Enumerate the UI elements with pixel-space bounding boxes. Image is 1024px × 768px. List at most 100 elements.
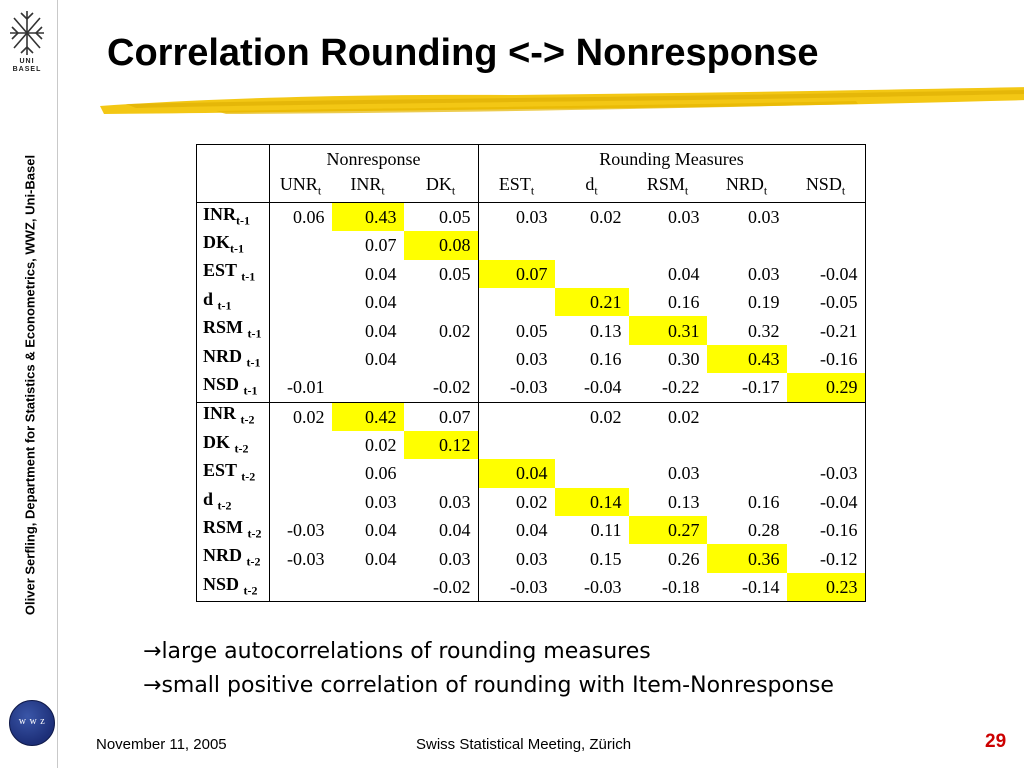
table-cell: 0.43 <box>706 344 787 374</box>
table-cell: 0.03 <box>748 263 780 284</box>
table-cell <box>269 231 332 259</box>
row-label-name: d <box>203 488 214 509</box>
table-cell: 0.08 <box>403 231 478 260</box>
bullet-item: →small positive correlation of rounding … <box>143 669 834 703</box>
table-cell: -0.03 <box>477 572 555 602</box>
table-cell: 0.04 <box>365 263 397 284</box>
table-row: NRD t-1 0.04 0.03 0.16 0.30 0.43 -0.16 <box>196 344 866 374</box>
row-label-subscript: t-1 <box>247 326 262 341</box>
credit-text: Oliver Serfling, Department for Statisti… <box>22 154 38 616</box>
table-cell: 0.03 <box>748 206 780 227</box>
table-cell: -0.04 <box>820 263 858 284</box>
column-header: NRDt <box>706 173 787 203</box>
correlation-table: Nonresponse Rounding Measures UNRt INRt DK… <box>196 144 866 603</box>
page-number: 29 <box>985 731 1007 752</box>
table-cell: 0.27 <box>628 516 707 545</box>
table-cell: 0.16 <box>668 292 700 313</box>
table-cell: 0.07 <box>477 259 555 288</box>
table-cell: 0.03 <box>477 202 555 232</box>
column-header-subscript: t <box>451 183 456 198</box>
table-cell <box>555 260 629 288</box>
table-cell <box>555 431 629 459</box>
table-cell: 0.03 <box>668 463 700 484</box>
table-cell: -0.21 <box>820 320 858 341</box>
table-cell: 0.03 <box>365 491 397 512</box>
table-cell: 0.02 <box>269 401 332 431</box>
table-cell <box>707 231 787 259</box>
table-cell: 0.36 <box>706 544 787 573</box>
table-cell: -0.16 <box>820 520 858 541</box>
row-label: INR t-2 <box>196 401 270 431</box>
table-cell: -0.01 <box>287 377 325 398</box>
table-cell: 0.04 <box>365 292 397 313</box>
uni-basel-logo: UNI BASEL <box>6 8 48 84</box>
table-cell: 0.03 <box>668 206 700 227</box>
table-cell: 0.04 <box>365 548 397 569</box>
column-header-subscript: t <box>763 183 768 198</box>
table-cell: 0.05 <box>439 206 471 227</box>
table-cell: -0.05 <box>820 292 858 313</box>
table-cell <box>555 231 629 259</box>
table-cell <box>707 459 787 487</box>
table-cell: 0.21 <box>554 287 629 317</box>
table-cell: -0.18 <box>662 577 700 598</box>
group-header-nonresponse: Nonresponse <box>326 149 421 170</box>
column-header-subscript: t <box>381 183 385 198</box>
table-cell: 0.29 <box>786 373 865 403</box>
column-header-row: UNRt INRt DKt ESTt dt RSMt NRDt NSDt <box>196 173 865 203</box>
column-header: INRt <box>331 173 404 203</box>
table-cell: -0.12 <box>820 548 858 569</box>
table-cell <box>269 288 332 316</box>
row-label-subscript: t-1 <box>243 383 258 398</box>
table-cell: -0.04 <box>584 377 622 398</box>
table-row: NRD t-2 -0.03 0.04 0.03 0.03 0.15 0.26 0.36 -0.1… <box>196 544 866 573</box>
table-row: d t-1 0.04 0.21 0.16 0.19 -0.05 <box>196 287 866 317</box>
column-header: NSDt <box>786 173 865 203</box>
corner-cell <box>196 144 270 174</box>
row-label: EST t-2 <box>196 459 270 488</box>
row-label-name: EST <box>203 460 237 481</box>
table-cell <box>477 287 555 317</box>
row-label-subscript: t-1 <box>246 355 261 370</box>
row-label-name: EST <box>203 260 237 281</box>
table-cell: 0.19 <box>748 292 780 313</box>
group-header-row: Nonresponse Rounding Measures <box>196 144 865 174</box>
table-cell <box>555 459 629 487</box>
row-label-subscript: t-1 <box>236 213 251 228</box>
row-label: DKt-1 <box>196 231 270 260</box>
table-cell <box>477 401 555 431</box>
table-cell: 0.04 <box>477 516 555 545</box>
bullet-text: large autocorrelations of rounding measu… <box>161 639 651 664</box>
table-cell: -0.02 <box>433 577 471 598</box>
table-row: DKt-1 0.07 0.08 <box>196 231 866 260</box>
table-cell: 0.07 <box>403 401 478 431</box>
row-label-subscript: t-2 <box>241 469 256 484</box>
table-cell: -0.16 <box>820 348 858 369</box>
row-label: NSD t-2 <box>196 572 270 602</box>
table-cell: 0.31 <box>628 316 707 345</box>
table-cell: 0.15 <box>590 548 622 569</box>
corner-cell <box>196 173 270 203</box>
column-header-name: NSD <box>805 174 842 195</box>
table-row: EST t-2 0.06 0.04 0.03 -0.03 <box>196 459 866 488</box>
table-cell: 0.12 <box>403 430 478 460</box>
table-cell: 0.04 <box>439 520 471 541</box>
row-label-subscript: t-1 <box>217 298 232 313</box>
table-cell: 0.16 <box>590 348 622 369</box>
table-cell: 0.05 <box>439 263 471 284</box>
basilisk-star-icon <box>10 11 44 55</box>
row-label-subscript: t-2 <box>246 554 261 569</box>
column-header-name: RSM <box>646 174 685 195</box>
column-header: RSMt <box>628 173 707 203</box>
table-cell <box>707 431 787 459</box>
table-cell <box>332 373 404 402</box>
table-cell: -0.04 <box>820 491 858 512</box>
slide-title: Correlation Rounding <-> Nonresponse <box>107 32 819 74</box>
table-cell: 0.04 <box>365 348 397 369</box>
table-cell: -0.03 <box>820 463 858 484</box>
table-cell: 0.13 <box>590 320 622 341</box>
column-header-name: UNR <box>279 174 318 195</box>
table-cell <box>629 231 707 259</box>
row-label: DK t-2 <box>196 430 270 460</box>
row-label: NRD t-2 <box>196 544 270 573</box>
